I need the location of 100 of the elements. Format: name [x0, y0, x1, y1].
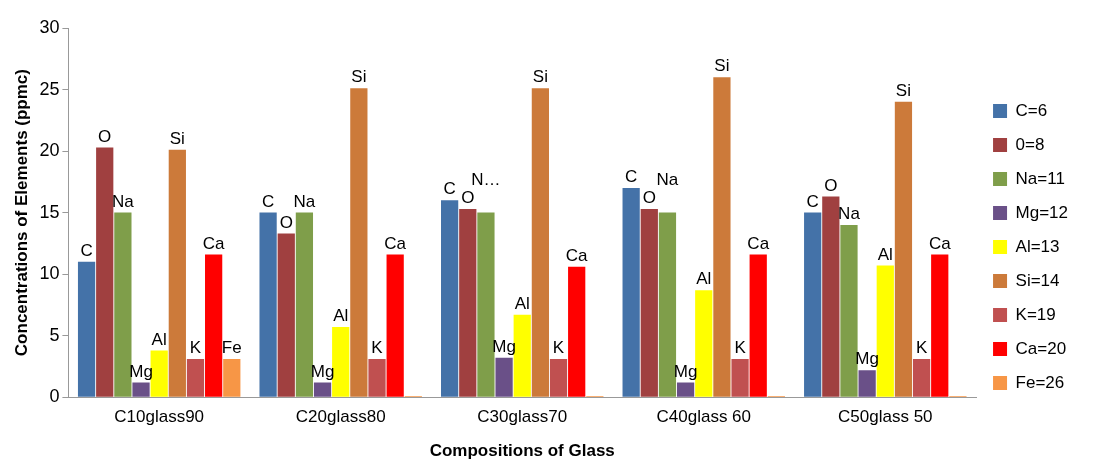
- y-tick-label: 25: [39, 78, 60, 99]
- y-tick-label: 5: [49, 324, 60, 345]
- bar: [186, 359, 205, 397]
- data-label: K: [734, 338, 747, 358]
- bar: [150, 350, 168, 397]
- data-label: Ca: [202, 233, 226, 253]
- data-label: O: [279, 212, 293, 232]
- data-label: Fe: [221, 338, 242, 358]
- data-label: O: [824, 175, 838, 195]
- bar: [894, 101, 913, 397]
- bar: [513, 314, 531, 397]
- bar: [459, 208, 477, 397]
- bar: [168, 149, 186, 397]
- bar: [295, 212, 314, 397]
- bar: [695, 290, 713, 397]
- bar: [876, 265, 894, 397]
- data-label: Ca: [747, 233, 770, 253]
- bar: [731, 359, 749, 397]
- data-label: K: [552, 338, 565, 358]
- legend-label: Fe=26: [1015, 372, 1065, 392]
- data-label: Si: [532, 67, 548, 87]
- data-label: Al: [514, 293, 530, 313]
- bar: [858, 370, 876, 397]
- bar: [114, 212, 132, 397]
- x-tick-label: C30glass70: [477, 407, 568, 427]
- y-tick-label: 30: [39, 16, 60, 37]
- x-tick-label: C50glass 50: [838, 407, 933, 427]
- data-label: K: [189, 338, 202, 358]
- data-label: C: [80, 241, 93, 261]
- data-label: Na: [656, 170, 679, 190]
- data-label: Si: [169, 129, 185, 149]
- data-label: Na: [112, 191, 135, 211]
- bar: [332, 327, 350, 397]
- data-label: N…: [471, 170, 501, 190]
- y-tick-label: 0: [49, 386, 60, 407]
- y-tick-label: 10: [39, 263, 60, 284]
- data-label: O: [642, 188, 656, 208]
- bar: [477, 212, 495, 397]
- bar: [259, 212, 277, 397]
- bar: [568, 266, 586, 397]
- legend-label: K=19: [1015, 304, 1056, 324]
- data-label: C: [806, 191, 819, 211]
- bar: [912, 359, 931, 397]
- bar: [549, 359, 568, 397]
- data-label: Na: [293, 191, 316, 211]
- legend-label: Mg=12: [1015, 202, 1068, 222]
- x-tick-label: C40glass 60: [656, 407, 752, 427]
- bar: [223, 359, 241, 397]
- data-label: Al: [696, 269, 712, 289]
- data-label: Al: [151, 329, 167, 349]
- data-label: C: [261, 191, 275, 211]
- data-label: Al: [333, 306, 349, 326]
- legend-label: Al=13: [1015, 236, 1060, 256]
- bar: [640, 208, 658, 397]
- bar: [96, 147, 114, 397]
- data-label: C: [625, 167, 638, 187]
- bar: [713, 77, 731, 397]
- data-label: C: [443, 179, 456, 199]
- data-label: Si: [895, 81, 911, 101]
- bar: [350, 88, 368, 397]
- bar: [205, 254, 223, 397]
- data-label: Ca: [384, 233, 407, 253]
- legend-label: Ca=20: [1015, 338, 1067, 358]
- data-label: O: [98, 126, 112, 146]
- legend-label: Si=14: [1015, 270, 1060, 290]
- bar: [132, 382, 150, 397]
- bar: [658, 212, 677, 397]
- y-axis-title: Concentrations of Elements (ppmc): [11, 69, 31, 357]
- bar: [368, 359, 386, 397]
- data-label: Al: [877, 244, 893, 264]
- bar: [277, 233, 295, 397]
- bar: [804, 212, 822, 397]
- bar: [441, 200, 459, 397]
- bar: [622, 187, 640, 397]
- bar: [313, 382, 332, 397]
- x-tick-label: C20glass80: [295, 407, 386, 427]
- bar: [531, 88, 550, 397]
- bar: [840, 224, 858, 397]
- y-tick-label: 20: [39, 140, 60, 161]
- bar: [495, 357, 513, 397]
- bar: [386, 254, 404, 397]
- data-label: K: [371, 338, 384, 358]
- data-label: Si: [351, 67, 367, 87]
- bar: [822, 196, 840, 397]
- legend-label: Na=11: [1015, 168, 1065, 188]
- legend-label: C=6: [1015, 100, 1048, 120]
- data-label: Na: [838, 204, 861, 224]
- legend-label: 0=8: [1015, 134, 1045, 154]
- bar: [77, 261, 96, 397]
- data-label: Si: [714, 56, 730, 76]
- bar: [931, 254, 949, 397]
- bar: [676, 382, 695, 397]
- bar: [749, 254, 767, 397]
- x-axis-title: Compositions of Glass: [429, 441, 615, 461]
- data-label: Ca: [565, 245, 589, 265]
- x-tick-label: C10glass90: [114, 407, 205, 427]
- data-label: Ca: [928, 233, 952, 253]
- y-tick-label: 15: [39, 201, 60, 222]
- data-label: O: [461, 188, 475, 208]
- data-label: K: [915, 338, 928, 358]
